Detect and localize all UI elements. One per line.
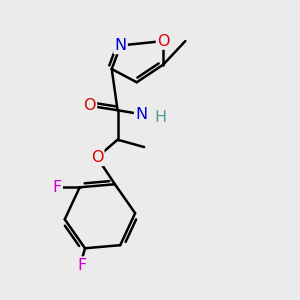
Text: N: N — [115, 38, 127, 53]
Text: O: O — [91, 150, 103, 165]
Text: O: O — [83, 98, 96, 113]
Text: H: H — [154, 110, 167, 125]
Text: N: N — [135, 107, 147, 122]
Text: F: F — [52, 180, 62, 195]
Text: O: O — [157, 34, 169, 49]
Text: F: F — [77, 258, 87, 273]
